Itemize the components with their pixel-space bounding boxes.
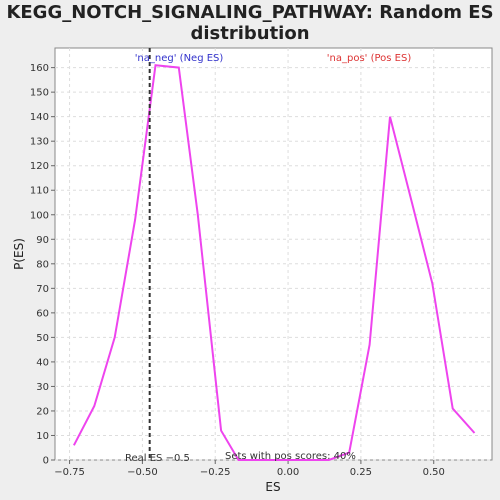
- real-es-label: Real ES −0.5: [125, 453, 190, 464]
- y-axis: 0 10 20 30 40 50 60 70 80 90 100 110 120 130 140 150 160: [30, 63, 55, 466]
- y-tick-label: 120: [30, 161, 49, 172]
- y-tick-label: 20: [36, 406, 49, 417]
- y-tick-label: 80: [36, 259, 49, 270]
- neg-es-label: 'na_neg' (Neg ES): [135, 53, 224, 64]
- y-axis-label: P(ES): [12, 238, 26, 270]
- x-tick-label: 0.00: [277, 467, 299, 478]
- y-tick-label: 140: [30, 112, 49, 123]
- plot-area: [55, 48, 492, 460]
- y-tick-label: 150: [30, 88, 49, 99]
- y-tick-label: 130: [30, 137, 49, 148]
- y-tick-label: 10: [36, 431, 49, 442]
- y-tick-label: 40: [36, 357, 49, 368]
- x-axis-label: ES: [265, 480, 280, 494]
- pos-es-label: 'na_pos' (Pos ES): [327, 53, 412, 64]
- x-tick-label: −0.75: [54, 467, 85, 478]
- y-tick-label: 30: [36, 382, 49, 393]
- y-tick-label: 70: [36, 284, 49, 295]
- y-tick-label: 50: [36, 333, 49, 344]
- x-tick-label: −0.50: [127, 467, 158, 478]
- x-tick-label: 0.25: [350, 467, 372, 478]
- x-tick-label: −0.25: [200, 467, 231, 478]
- y-tick-label: 110: [30, 186, 49, 197]
- x-tick-label: 0.50: [423, 467, 445, 478]
- y-tick-label: 90: [36, 235, 49, 246]
- y-tick-label: 60: [36, 308, 49, 319]
- y-tick-label: 100: [30, 210, 49, 221]
- y-tick-label: 0: [43, 456, 49, 467]
- y-tick-label: 160: [30, 63, 49, 74]
- pos-scores-label: Sets with pos scores: 40%: [225, 451, 356, 462]
- x-axis: −0.75 −0.50 −0.25 0.00 0.25 0.50: [54, 460, 445, 478]
